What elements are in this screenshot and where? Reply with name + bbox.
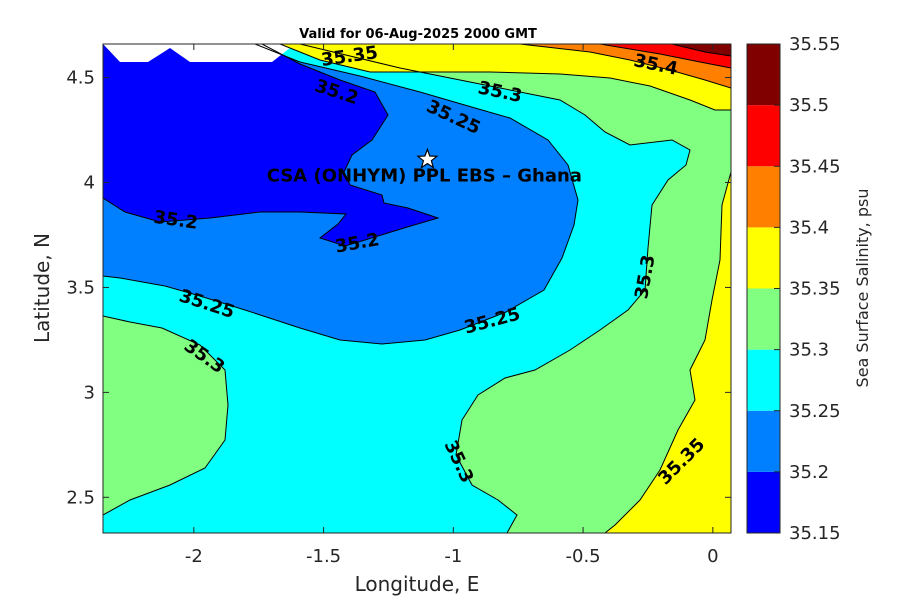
colorbar-tick-label: 35.25: [789, 401, 841, 422]
y-axis: 2.5 3 3.5 4 4.5: [66, 68, 731, 508]
colorbar-tick-label: 35.2: [789, 462, 829, 483]
contour-line: [519, 44, 731, 89]
colorbar-tick-label: 35.45: [789, 156, 841, 177]
y-axis-label: Latitude, N: [30, 233, 54, 343]
salinity-band-35.15-35.2: [103, 44, 438, 246]
y-tick-label: 3.5: [66, 277, 95, 298]
salinity-band-35.35-35.4-top: [280, 44, 731, 110]
y-tick-label: 3: [84, 382, 95, 403]
colorbar-tick-label: 35.15: [789, 523, 841, 544]
colorbar-swatch: [747, 471, 780, 533]
colorbar-tick-label: 35.5: [789, 95, 829, 116]
contour-line: [279, 44, 731, 111]
colorbar-swatch: [747, 288, 780, 350]
salinity-band-35.5-35.55: [672, 44, 731, 56]
contour-line: [604, 171, 731, 533]
no-data-region: [103, 44, 295, 62]
colorbar-tick-label: 35.35: [789, 279, 841, 300]
contour-line: [103, 44, 440, 247]
x-axis-label: Longitude, E: [355, 572, 480, 596]
colorbar-tick-label: 35.3: [789, 340, 829, 361]
chart-title: Valid for 06-Aug-2025 2000 GMT: [299, 27, 537, 42]
colorbar-label: Sea Surface Salinity, psu: [853, 189, 872, 388]
colorbar-swatch: [747, 410, 780, 472]
x-tick-label: -0.5: [566, 546, 601, 567]
y-tick-label: 2.5: [66, 487, 95, 508]
colorbar-swatch: [747, 349, 780, 411]
y-tick-label: 4.5: [66, 68, 95, 89]
x-axis: -2 -1.5 -1 -0.5 0: [185, 44, 719, 567]
x-tick-label: 0: [707, 546, 718, 567]
contour-fill-layer: [103, 44, 731, 533]
colorbar-swatch: [747, 105, 780, 167]
colorbar-swatch: [747, 44, 780, 106]
x-tick-label: -1: [444, 546, 462, 567]
contour-line: [103, 44, 579, 345]
colorbar-swatch: [747, 227, 780, 289]
site-star-marker: [416, 147, 439, 169]
y-tick-label: 4: [84, 173, 95, 194]
x-tick-label: -1.5: [306, 546, 341, 567]
contour-line: [671, 44, 731, 57]
plot-frame: [102, 43, 732, 534]
salinity-band-35.35-35.4-bottom: [605, 172, 731, 533]
colorbar-tick-label: 35.55: [789, 34, 841, 55]
contour-line: [299, 44, 691, 533]
contour-line: [599, 44, 731, 69]
x-tick-label: -2: [185, 546, 203, 567]
colorbar-tick-label: 35.4: [789, 217, 829, 238]
site-layer: CSA (ONHYM) PPL EBS – Ghana: [267, 147, 582, 186]
contour-line: [103, 315, 229, 516]
site-label: CSA (ONHYM) PPL EBS – Ghana: [267, 165, 582, 186]
colorbar-swatch: [747, 166, 780, 228]
colorbar: 35.15 35.2 35.25 35.3 35.35 35.4 35.45 35.5 35.5…: [746, 34, 841, 544]
